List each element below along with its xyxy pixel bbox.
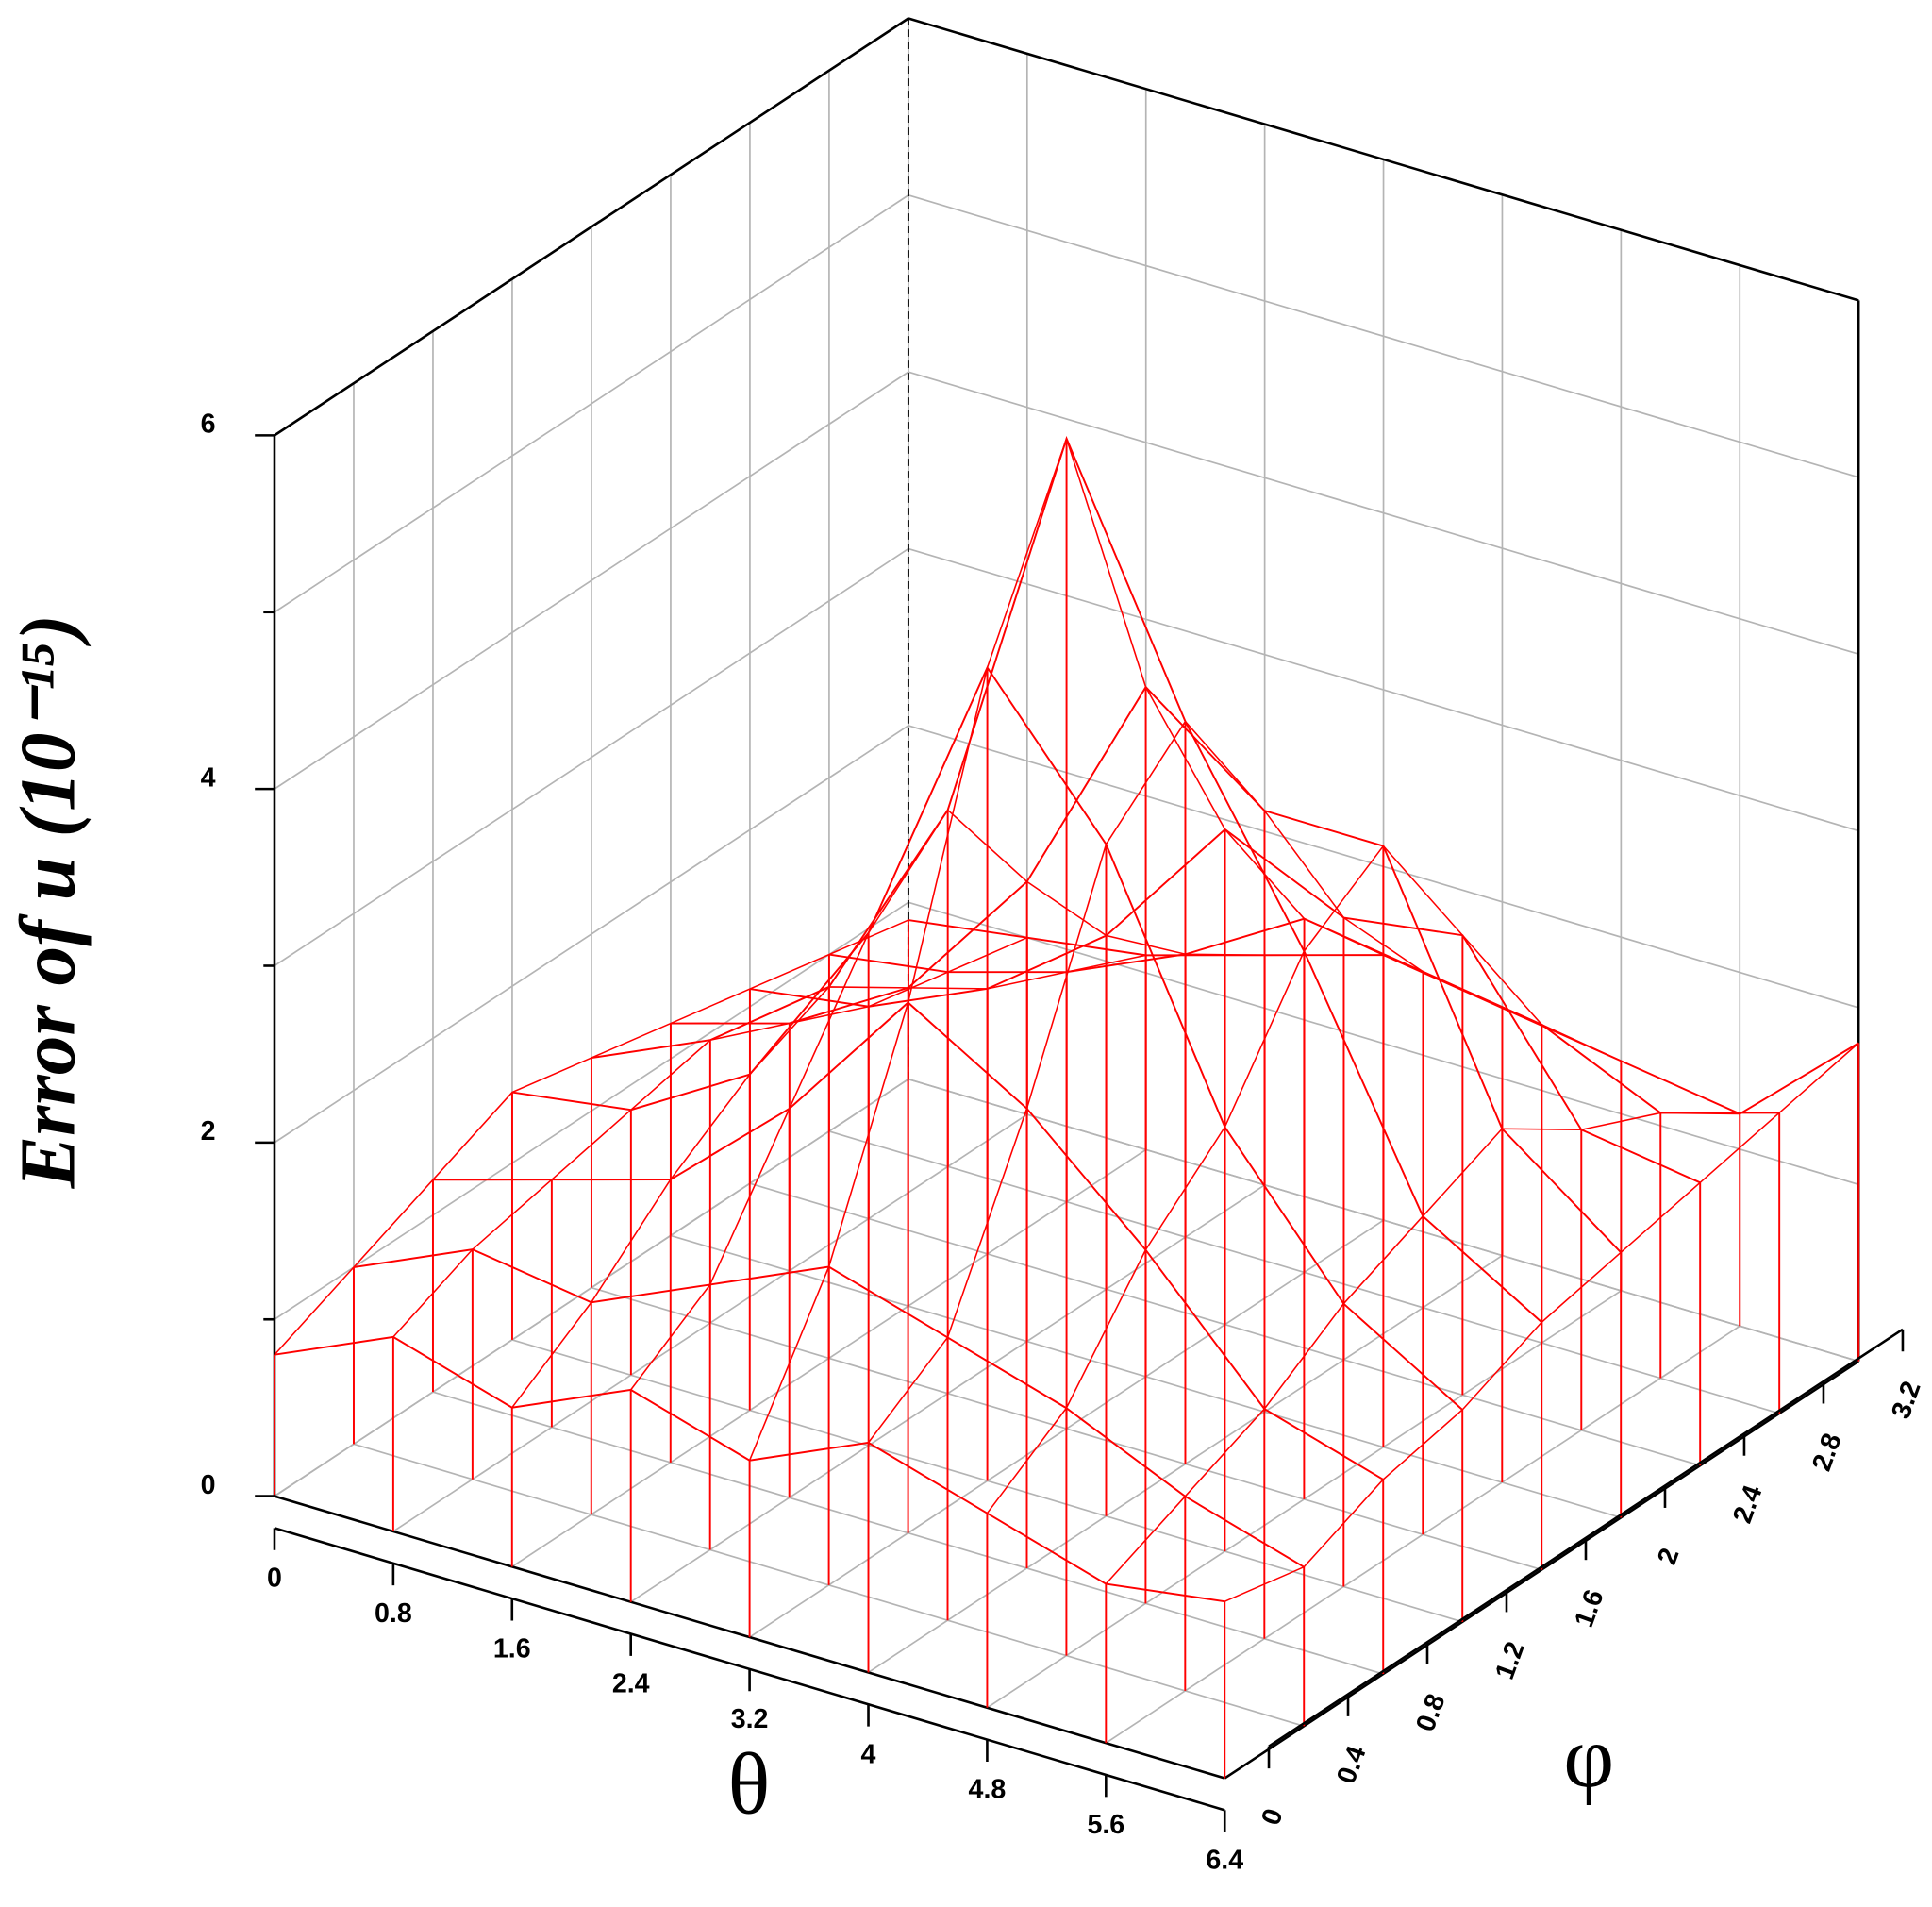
error-line [630, 809, 1265, 1391]
z-axis-title: Error of u (10⁻¹⁵) [5, 614, 92, 1189]
x-tick-label: 5.6 [1087, 1810, 1124, 1840]
axis-edge [908, 17, 1859, 302]
wall-grid-line [274, 371, 909, 790]
y-tick-label: 2.8 [1807, 1430, 1848, 1475]
z-tick-label: 0 [201, 1470, 216, 1500]
z-tick-label: 6 [201, 410, 216, 440]
x-tick-label: 3.2 [731, 1704, 769, 1734]
x-tick-label: 2.4 [612, 1669, 650, 1699]
x-tick-label: 0.8 [375, 1598, 412, 1629]
x-axis-title: θ [728, 1736, 771, 1833]
y-tick-label: 0.8 [1410, 1690, 1452, 1735]
y-tick-label: 1.2 [1490, 1638, 1531, 1683]
wall-grid-line [908, 371, 1859, 655]
error-line [748, 436, 1384, 1461]
y-axis-title: φ [1563, 1709, 1614, 1806]
error-line [274, 919, 909, 1356]
error-line [392, 936, 1028, 1338]
wall-grid-line [274, 725, 909, 1144]
x-tick-label: 1.6 [493, 1633, 531, 1664]
y-tick-label: 1.6 [1569, 1586, 1610, 1631]
z-tick-label: 4 [201, 762, 216, 793]
error-line [511, 954, 1146, 1409]
error-line [986, 845, 1622, 1514]
wall-grid-line [274, 194, 909, 613]
wall-grid-line [274, 547, 909, 967]
x-tick-label: 4.8 [969, 1775, 1007, 1805]
y-tick-label: 0 [1256, 1805, 1290, 1830]
error-line [1224, 1042, 1859, 1602]
x-tick-label: 4 [861, 1739, 876, 1769]
y-tick-label: 2 [1652, 1544, 1686, 1568]
z-tick-label: 2 [201, 1116, 216, 1146]
wall-grid-line [908, 194, 1859, 478]
y-tick-label: 0.4 [1331, 1742, 1373, 1787]
y-tick-label: 2.4 [1727, 1481, 1769, 1527]
x-tick-label: 6.4 [1206, 1845, 1243, 1875]
x-tick-label: 0 [267, 1564, 282, 1594]
error-line [867, 720, 1503, 1444]
y-tick-label: 3.2 [1886, 1378, 1927, 1423]
axis-edge [274, 17, 909, 437]
error-line [1105, 1112, 1740, 1585]
